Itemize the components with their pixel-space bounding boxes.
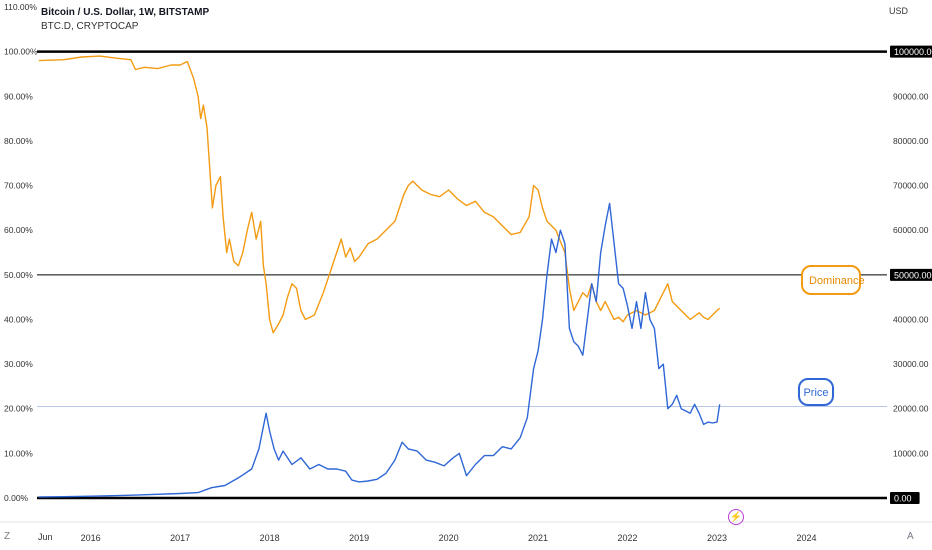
right-tick-2: 30000.00 [893,359,929,369]
currency-unit: USD [888,6,908,16]
x-tick-8: 2024 [796,533,816,543]
left-tick-8: 80.00% [4,136,33,146]
price-annotation: Price [798,378,834,406]
hline-label-bg-2 [890,492,920,504]
series-line-1 [38,202,721,498]
left-tick-0: 0.00% [4,493,29,503]
right-tick-6: 80000.00 [893,136,929,146]
left-tick-1: 10.00% [4,448,33,458]
hline-label-2: 0.00 [894,494,912,504]
x-tick-first: Jun [38,532,53,542]
chart-subtitle: BTC.D, CRYPTOCAP [41,21,139,32]
left-axis: 0.00% 10.00% 20.00% 30.00% 40.00% 50.00% 60.00… [4,2,38,503]
lightning-icon[interactable]: ⚡ [728,509,744,525]
timezone-toggle-icon[interactable]: Z [4,531,11,542]
right-axis: 100000.00 50000.00 0.00 10000.00 20000.00 300… [890,45,932,504]
right-tick-3: 40000.00 [893,314,929,324]
right-tick-4: 60000.00 [893,225,929,235]
hline-label-0: 100000.00 [894,47,932,57]
chart-title-block: Bitcoin / U.S. Dollar, 1W, BITSTAMP BTC.… [41,6,209,34]
left-tick-5: 50.00% [4,270,33,280]
left-tick-10: 100.00% [4,47,38,57]
x-tick-4: 2020 [439,533,459,543]
hline-label-bg-1 [890,268,932,281]
series-layer [38,55,721,498]
x-tick-6: 2022 [618,533,638,543]
left-tick-9: 90.00% [4,91,33,101]
x-tick-7: 2023 [707,533,727,543]
left-tick-4: 40.00% [4,314,33,324]
left-tick-7: 70.00% [4,181,33,191]
right-tick-5: 70000.00 [893,181,929,191]
x-tick-1: 2017 [170,533,190,543]
left-tick-2: 20.00% [4,404,33,414]
dominance-annotation: Dominance [801,265,865,295]
x-tick-5: 2021 [528,533,548,543]
right-tick-1: 20000.00 [893,404,929,414]
left-tick-6: 60.00% [4,225,33,235]
x-tick-0: 2016 [81,533,101,543]
right-tick-0: 10000.00 [893,448,929,458]
left-tick-3: 30.00% [4,359,33,369]
horizontal-lines-layer [37,50,887,500]
hline-label-1: 50000.00 [894,270,932,280]
chart-title: Bitcoin / U.S. Dollar, 1W, BITSTAMP [41,7,210,18]
auto-scale-toggle-icon[interactable]: A [907,531,914,542]
right-tick-7: 90000.00 [893,91,929,101]
x-tick-2: 2018 [260,533,280,543]
series-line-0 [38,55,721,334]
x-axis: 2016 2017 2018 2019 2020 2021 2022 2023 2024 [81,533,817,543]
left-tick-11: 110.00% [4,2,37,12]
hline-label-bg-0 [890,45,932,58]
x-tick-3: 2019 [349,533,369,543]
